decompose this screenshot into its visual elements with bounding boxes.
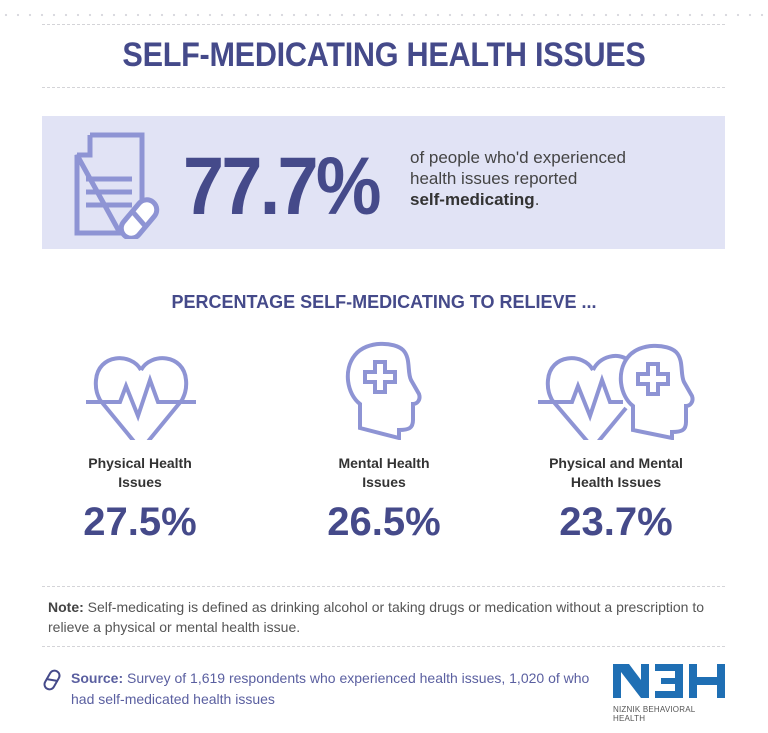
stat-label: Physical Health Issues (88, 455, 192, 490)
highlight-value: 77.7% (183, 141, 381, 232)
divider (42, 586, 725, 587)
nbh-logo: NIZNIK BEHAVIORAL HEALTH (613, 664, 725, 723)
bold-text: self-medicating (410, 190, 535, 209)
text-end: . (534, 190, 540, 209)
pill-icon (43, 669, 61, 691)
dot-pattern (0, 13, 768, 17)
document-pill-icon (74, 132, 160, 239)
divider (42, 24, 725, 25)
stat-value: 27.5% (83, 500, 197, 544)
divider (42, 646, 725, 647)
stat-value: 26.5% (327, 500, 441, 544)
page-title: SELF-MEDICATING HEALTH ISSUES (122, 36, 646, 74)
logo-mark (613, 664, 725, 698)
stat-label: Physical and Mental Health Issues (549, 455, 683, 490)
source-text: Survey of 1,619 respondents who experien… (71, 670, 590, 707)
highlight-text: of people who'd experienced health issue… (410, 147, 626, 210)
stat-mental: Mental Health Issues 26.5% (284, 454, 484, 545)
divider (42, 87, 725, 88)
note-label: Note: (48, 599, 84, 615)
stat-physical-mental: Physical and Mental Health Issues 23.7% (516, 454, 716, 545)
stat-label: Mental Health Issues (338, 455, 430, 490)
logo-name: NIZNIK BEHAVIORAL HEALTH (613, 705, 696, 723)
note: Note: Self-medicating is defined as drin… (48, 597, 728, 637)
note-text: Self-medicating is defined as drinking a… (48, 599, 704, 635)
subheading: PERCENTAGE SELF-MEDICATING TO RELIEVE ..… (171, 292, 597, 312)
heart-head-icon (538, 343, 695, 440)
stat-value: 23.7% (559, 500, 673, 544)
text-line: health issues reported (410, 169, 578, 188)
text-line: of people who'd experienced (410, 148, 626, 167)
stat-physical: Physical Health Issues 27.5% (40, 454, 240, 545)
head-cross-icon (345, 341, 422, 440)
heart-pulse-icon (86, 356, 196, 440)
source-label: Source: (71, 670, 124, 686)
source: Source: Survey of 1,619 respondents who … (71, 668, 591, 710)
highlight-box (42, 116, 725, 249)
